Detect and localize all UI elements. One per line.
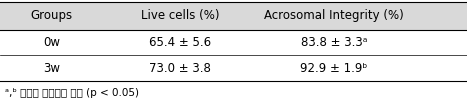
Text: ᵃ,ᵇ 통계적 유의차를 표시 (p < 0.05): ᵃ,ᵇ 통계적 유의차를 표시 (p < 0.05) <box>5 88 139 98</box>
Text: Acrosomal Integrity (%): Acrosomal Integrity (%) <box>264 9 404 22</box>
Bar <box>0 2 467 30</box>
Text: 3w: 3w <box>43 62 60 75</box>
Text: 73.0 ± 3.8: 73.0 ± 3.8 <box>149 62 211 75</box>
Text: 92.9 ± 1.9ᵇ: 92.9 ± 1.9ᵇ <box>300 62 368 75</box>
Text: Groups: Groups <box>30 9 72 22</box>
Text: 83.8 ± 3.3ᵃ: 83.8 ± 3.3ᵃ <box>301 36 367 49</box>
Text: 65.4 ± 5.6: 65.4 ± 5.6 <box>149 36 211 49</box>
Text: Live cells (%): Live cells (%) <box>141 9 219 22</box>
Text: 0w: 0w <box>43 36 60 49</box>
